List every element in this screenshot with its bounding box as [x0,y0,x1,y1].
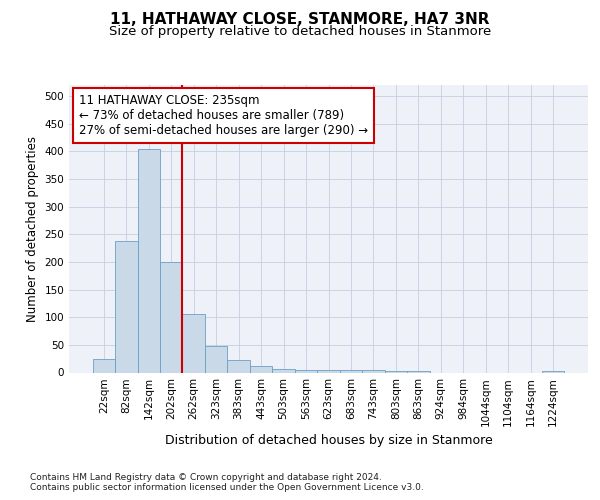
Bar [205,346,227,372]
X-axis label: Distribution of detached houses by size in Stanmore: Distribution of detached houses by size … [164,434,493,448]
Bar [115,241,137,372]
Bar [340,370,362,372]
Bar [92,358,115,372]
Bar [295,370,317,372]
Bar [362,370,385,372]
Text: 11 HATHAWAY CLOSE: 235sqm
← 73% of detached houses are smaller (789)
27% of semi: 11 HATHAWAY CLOSE: 235sqm ← 73% of detac… [79,94,368,136]
Text: 11, HATHAWAY CLOSE, STANMORE, HA7 3NR: 11, HATHAWAY CLOSE, STANMORE, HA7 3NR [110,12,490,28]
Bar [182,314,205,372]
Y-axis label: Number of detached properties: Number of detached properties [26,136,39,322]
Bar [227,360,250,372]
Text: Contains HM Land Registry data © Crown copyright and database right 2024.
Contai: Contains HM Land Registry data © Crown c… [30,472,424,492]
Bar [272,368,295,372]
Text: Size of property relative to detached houses in Stanmore: Size of property relative to detached ho… [109,25,491,38]
Bar [317,370,340,372]
Bar [542,371,565,372]
Bar [250,366,272,372]
Bar [160,262,182,372]
Bar [137,148,160,372]
